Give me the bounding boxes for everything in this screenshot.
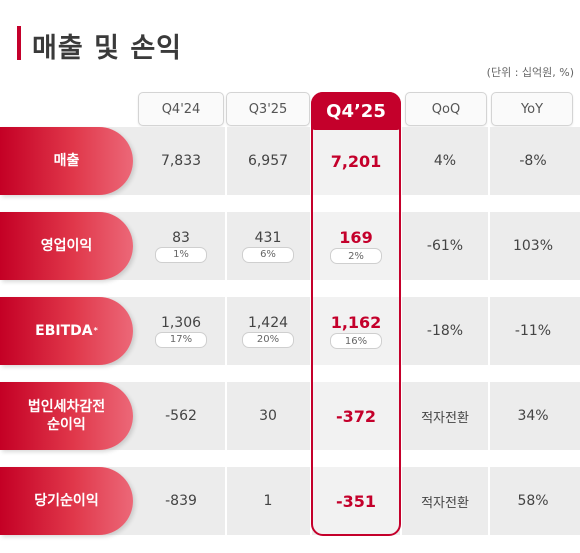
margin-pill: 20% [242,331,294,348]
cell-ebitda-q4-25: 1,162 16% [313,297,399,365]
cell-net-q4-24: -839 [165,493,197,509]
margin-pill: 6% [242,246,294,263]
cell-op-q4-24: 83 1% [138,212,224,280]
margin-pill: 17% [155,331,207,348]
row-label-net-income: 당기순이익 [0,467,133,535]
cell-revenue-q3-25: 6,957 [247,153,289,169]
row-label-ebitda: EBITDA * [0,297,133,365]
cell-ebitda-q3-25: 1,424 20% [225,297,311,365]
cell-revenue-qoq: 4% [433,153,457,169]
title-accent-bar [17,26,21,60]
highlight-column-frame [311,92,401,536]
row-label-pretax-income: 법인세차감전 순이익 [0,382,133,450]
column-header-q4-25: Q4’25 [311,92,401,130]
unit-note: (단위 : 십억원, %) [486,66,574,79]
margin-pill: 16% [330,333,382,349]
column-header-qoq: QoQ [405,92,487,126]
cell-op-qoq: -61% [426,238,464,254]
cell-op-q4-25: 169 2% [313,212,399,280]
cell-ebitda-qoq: -18% [426,323,464,339]
cell-pretax-yoy: 34% [517,408,549,424]
column-header-q3-25: Q3'25 [226,92,310,126]
cell-revenue-yoy: -8% [519,153,547,169]
cell-net-q4-25: -351 [335,491,377,511]
page-title: 매출 및 손익 [32,33,182,64]
cell-net-yoy: 58% [517,493,549,509]
cell-pretax-q4-25: -372 [335,406,377,426]
cell-pretax-q3-25: 30 [259,408,277,424]
cell-revenue-q4-25: 7,201 [330,151,382,171]
cell-op-q3-25: 431 6% [225,212,311,280]
cell-revenue-q4-24: 7,833 [160,153,202,169]
row-label-revenue: 매출 [0,127,133,195]
cell-pretax-qoq: 적자전환 [421,410,469,426]
cell-ebitda-q4-24: 1,306 17% [138,297,224,365]
cell-net-q3-25: 1 [263,493,273,509]
margin-pill: 1% [155,246,207,263]
row-label-operating-profit: 영업이익 [0,212,133,280]
cell-pretax-q4-24: -562 [165,408,197,424]
cell-ebitda-yoy: -11% [514,323,552,339]
margin-pill: 2% [330,248,382,264]
cell-op-yoy: 103% [512,238,554,254]
column-header-yoy: YoY [491,92,573,126]
cell-net-qoq: 적자전환 [421,495,469,511]
column-header-q4-24: Q4'24 [138,92,224,126]
